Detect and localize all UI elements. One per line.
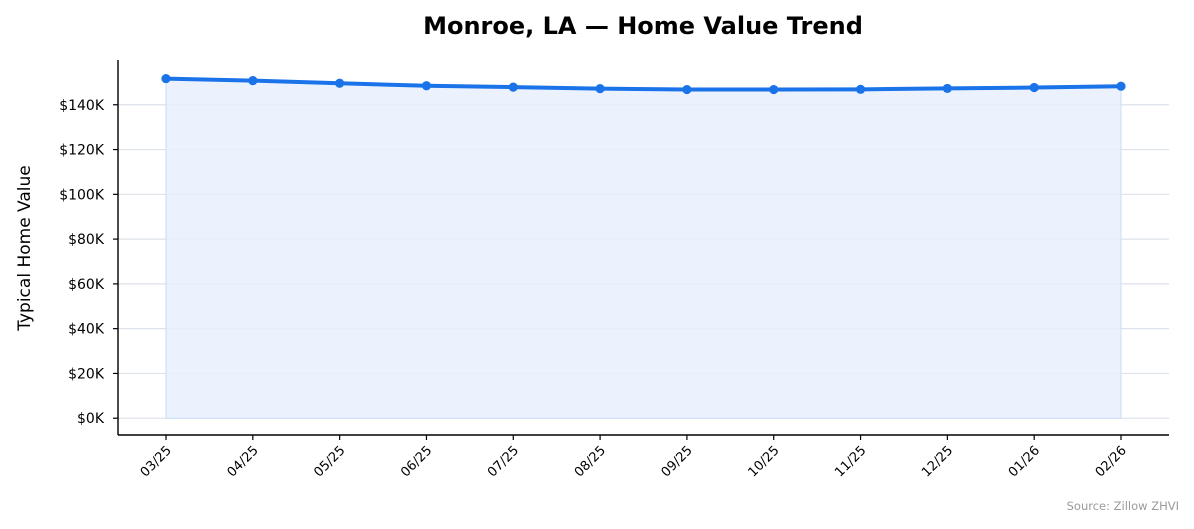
y-tick-labels: $0K $20K $40K $60K $80K $100K $120K $140K	[59, 98, 105, 427]
y-tick-label: $20K	[68, 366, 105, 382]
data-points	[161, 73, 1126, 95]
y-tick-label: $40K	[68, 322, 105, 338]
axes	[113, 60, 1169, 440]
x-tick-label: 10/25	[745, 443, 782, 480]
series-line	[164, 76, 1123, 92]
data-point	[682, 84, 692, 95]
x-tick-label: 07/25	[485, 443, 522, 480]
data-point	[248, 75, 258, 86]
source-note: Source: Zillow ZHVI	[1067, 499, 1179, 513]
area-layer	[165, 78, 1122, 419]
data-point	[335, 78, 345, 88]
data-point	[161, 73, 171, 84]
x-tick-label: 12/25	[919, 443, 956, 480]
data-point	[1116, 81, 1126, 91]
line-layer	[164, 76, 1123, 92]
area-fill	[165, 78, 1122, 419]
x-tick-labels: 03/25 04/25 05/25 06/25 07/25 08/25 09/25 10/25…	[138, 443, 1130, 480]
x-tick-label: 02/26	[1093, 443, 1130, 480]
data-point	[508, 82, 518, 92]
x-tick-label: 06/25	[398, 443, 435, 480]
x-tick-label: 11/25	[832, 443, 869, 480]
chart-title: Monroe, LA — Home Value Trend	[423, 12, 863, 40]
y-tick-label: $100K	[59, 187, 105, 203]
data-point	[769, 84, 779, 95]
x-tick-label: 03/25	[138, 443, 175, 480]
data-point	[855, 84, 866, 94]
y-tick-label: $120K	[59, 143, 105, 159]
x-tick-label: 01/26	[1006, 443, 1043, 480]
y-tick-label: $80K	[68, 232, 105, 248]
x-tick-label: 08/25	[572, 443, 609, 480]
y-tick-label: $60K	[68, 277, 105, 293]
x-tick-label: 05/25	[311, 443, 348, 480]
y-tick-label: $140K	[59, 98, 105, 114]
data-point	[942, 83, 952, 94]
data-point	[595, 84, 605, 94]
x-tick-label: 04/25	[225, 443, 262, 480]
data-point	[1029, 82, 1039, 93]
y-tick-label: $0K	[77, 411, 105, 427]
x-tick-label: 09/25	[659, 443, 696, 480]
y-axis-label: Typical Home Value	[15, 165, 35, 332]
data-point	[421, 81, 432, 91]
